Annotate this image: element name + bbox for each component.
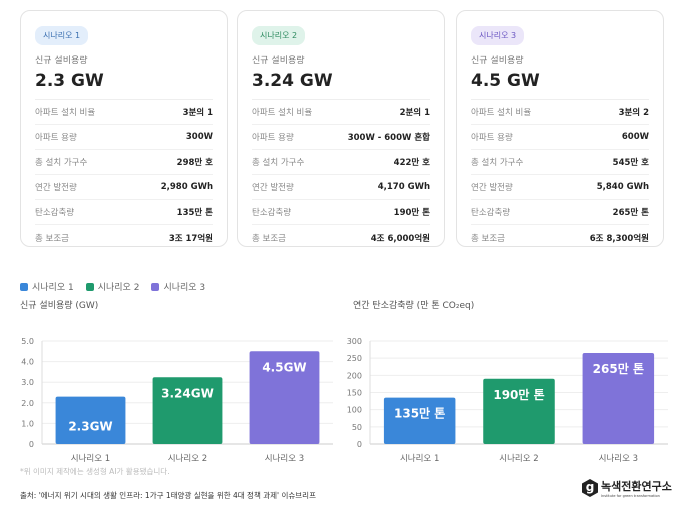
bar-data-label: 2.3GW <box>68 420 112 434</box>
y-tick-label: 3.0 <box>21 378 34 387</box>
stat-row: 연간 발전량 5,840 GWh <box>471 175 649 200</box>
stat-row: 탄소감축량 190만 톤 <box>252 200 430 225</box>
y-tick-label: 4.0 <box>21 358 34 367</box>
stat-row: 총 보조금 3조 17억원 <box>35 233 213 244</box>
x-tick-label: 시나리오 3 <box>265 454 304 464</box>
scenario-badge: 시나리오 3 <box>471 26 525 45</box>
logo-icon: g <box>582 479 598 497</box>
chart-title-capacity: 신규 설비용량 (GW) <box>20 301 99 311</box>
stat-row: 아파트 설치 비율 3분의 2 <box>471 100 649 125</box>
y-tick-label: 100 <box>347 406 362 415</box>
bar-data-label: 135만 톤 <box>394 406 445 421</box>
y-tick-label: 50 <box>352 423 362 432</box>
stat-row: 아파트 설치 비율 2분의 1 <box>252 100 430 125</box>
stat-row: 총 보조금 4조 6,000억원 <box>252 233 430 244</box>
y-tick-label: 2.0 <box>21 399 34 408</box>
x-tick-label: 시나리오 2 <box>168 454 207 464</box>
stat-row: 아파트 용량 300W - 600W 혼합 <box>252 125 430 150</box>
bar-data-label: 3.24GW <box>161 386 214 400</box>
stat-row: 총 설치 가구수 298만 호 <box>35 150 213 175</box>
bar <box>483 378 555 444</box>
x-tick-label: 시나리오 1 <box>400 454 439 464</box>
stat-row: 총 설치 가구수 545만 호 <box>471 150 649 175</box>
legend-item[interactable]: 시나리오 2 <box>85 280 139 293</box>
capacity-value: 3.24 GW <box>252 71 430 100</box>
bar <box>152 377 223 444</box>
y-tick-label: 300 <box>347 337 362 346</box>
y-tick-label: 1.0 <box>21 419 34 428</box>
stat-row: 아파트 용량 600W <box>471 125 649 150</box>
stat-row: 아파트 설치 비율 3분의 1 <box>35 100 213 125</box>
x-tick-label: 시나리오 1 <box>71 454 110 464</box>
legend: 시나리오 1 시나리오 2 시나리오 3 <box>20 280 205 293</box>
chart-title-carbon: 연간 탄소감축량 (만 톤 CO₂eq) <box>353 301 475 311</box>
bar <box>249 351 320 444</box>
stat-row: 총 보조금 6조 8,300억원 <box>471 233 649 244</box>
capacity-value: 2.3 GW <box>35 71 213 100</box>
legend-item[interactable]: 시나리오 1 <box>20 280 74 293</box>
scenario-card: 시나리오 3 신규 설비용량 4.5 GW 아파트 설치 비율 3분의 2 아파트 용… <box>456 10 664 247</box>
bar-data-label: 265만 톤 <box>593 361 644 376</box>
scenario-badge: 시나리오 2 <box>252 26 306 45</box>
scenario-card: 시나리오 1 신규 설비용량 2.3 GW 아파트 설치 비율 3분의 1 아파트 용… <box>20 10 228 247</box>
y-tick-label: 5.0 <box>21 337 34 346</box>
y-tick-label: 250 <box>347 354 362 363</box>
capacity-label: 신규 설비용량 <box>252 56 305 66</box>
ai-note: *위 이미지 제작에는 생성형 AI가 활용됐습니다. <box>20 467 170 476</box>
stat-row: 연간 발전량 4,170 GWh <box>252 175 430 200</box>
x-tick-label: 시나리오 2 <box>499 454 538 464</box>
capacity-label: 신규 설비용량 <box>471 56 524 66</box>
y-tick-label: 0 <box>357 440 362 449</box>
y-tick-label: 0 <box>29 440 34 449</box>
source-text: 출처: '에너지 위기 시대의 생활 인프라: 1가구 1태양광 실현을 위한 … <box>20 491 316 500</box>
scenario-card: 시나리오 2 신규 설비용량 3.24 GW 아파트 설치 비율 2분의 1 아파트 … <box>237 10 445 247</box>
capacity-label: 신규 설비용량 <box>35 56 88 66</box>
x-tick-label: 시나리오 3 <box>599 454 638 464</box>
y-tick-label: 200 <box>347 371 362 380</box>
stat-row: 탄소감축량 265만 톤 <box>471 200 649 225</box>
bar <box>383 397 456 444</box>
y-tick-label: 150 <box>347 389 362 398</box>
legend-item[interactable]: 시나리오 3 <box>151 280 205 293</box>
bar <box>55 396 126 444</box>
stat-row: 총 설치 가구수 422만 호 <box>252 150 430 175</box>
bar-data-label: 4.5GW <box>262 360 306 374</box>
stat-row: 탄소감축량 135만 톤 <box>35 200 213 225</box>
bar <box>582 353 655 444</box>
bar-data-label: 190만 톤 <box>493 387 544 402</box>
stat-row: 연간 발전량 2,980 GWh <box>35 175 213 200</box>
stat-row: 아파트 용량 300W <box>35 125 213 150</box>
capacity-value: 4.5 GW <box>471 71 649 100</box>
logo: g 녹색전환연구소 Institute for green transformat… <box>582 478 672 498</box>
scenario-badge: 시나리오 1 <box>35 26 89 45</box>
